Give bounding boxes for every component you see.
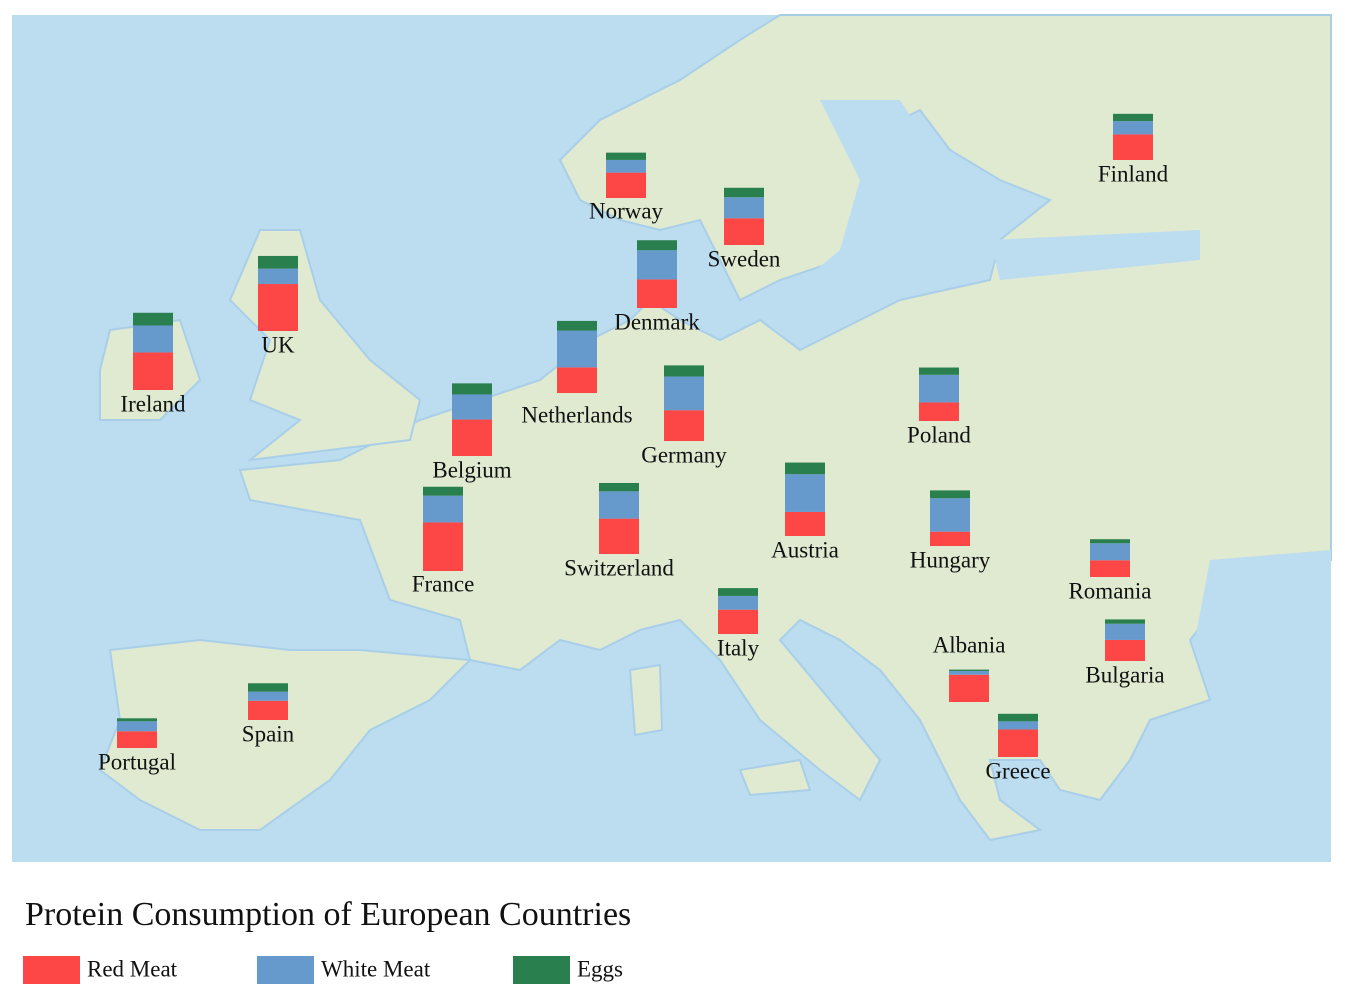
bar-segment (557, 367, 597, 393)
bar-segment (785, 474, 825, 512)
bar-segment (133, 352, 173, 390)
bar-segment (998, 729, 1038, 757)
bar-segment (133, 325, 173, 353)
country-label: Netherlands (521, 402, 632, 427)
country-label: Hungary (910, 547, 991, 572)
bar-segment (664, 410, 704, 441)
bar-segment (998, 713, 1038, 722)
bar-segment (423, 486, 463, 496)
bar-segment (930, 490, 970, 499)
bar-segment (258, 284, 298, 331)
legend-swatch (23, 956, 80, 984)
country-label: Finland (1098, 161, 1169, 186)
bar-segment (452, 419, 492, 456)
bar-segment (998, 721, 1038, 730)
bar-segment (452, 383, 492, 395)
country-label: France (412, 571, 475, 596)
bar-segment (664, 376, 704, 411)
bar-segment (949, 674, 989, 702)
bar-segment (1090, 539, 1130, 544)
country-label: Switzerland (564, 555, 674, 580)
bar-segment (919, 367, 959, 375)
country-label: Greece (985, 758, 1050, 783)
bar-segment (724, 187, 764, 198)
bar-segment (785, 462, 825, 475)
bar-segment (248, 691, 288, 701)
chart-title: Protein Consumption of European Countrie… (25, 896, 631, 933)
legend-swatch (257, 956, 314, 984)
legend-label: Eggs (577, 956, 623, 981)
country-label: Romania (1068, 578, 1151, 603)
country-label: Poland (907, 422, 971, 447)
country-label: Portugal (98, 749, 176, 774)
country-label: Austria (771, 537, 839, 562)
bar-segment (724, 197, 764, 219)
bar-segment (919, 374, 959, 403)
bar-segment (1105, 623, 1145, 640)
bar-segment (949, 670, 989, 675)
bar-segment (117, 721, 157, 732)
bar-segment (452, 394, 492, 420)
bar-segment (248, 700, 288, 720)
bar-segment (117, 718, 157, 722)
bar-segment (637, 240, 677, 251)
bar-segment (637, 250, 677, 280)
bar-segment (133, 312, 173, 326)
country-label: Albania (933, 632, 1006, 657)
bar-segment (919, 402, 959, 421)
bar-segment (606, 172, 646, 198)
bar-segment (599, 482, 639, 492)
bar-segment (557, 320, 597, 331)
bar-segment (1105, 639, 1145, 661)
bar-segment (1105, 619, 1145, 624)
bar-segment (248, 683, 288, 692)
bar-segment (1113, 134, 1153, 160)
bar-segment (724, 218, 764, 245)
bar-segment (258, 268, 298, 285)
bar-segment (1113, 121, 1153, 135)
bar-segment (1113, 113, 1153, 122)
bar-segment (606, 159, 646, 173)
bar-segment (785, 511, 825, 536)
bar-segment (557, 330, 597, 368)
country-label: Italy (717, 635, 760, 660)
bar-segment (664, 365, 704, 377)
bar-segment (930, 531, 970, 546)
country-label: Belgium (432, 457, 511, 482)
bar-segment (949, 669, 989, 671)
country-label: Ireland (120, 391, 186, 416)
bar-segment (599, 491, 639, 519)
bar-segment (718, 609, 758, 634)
inland-sea (780, 100, 1331, 720)
bar-segment (117, 731, 157, 748)
bar-segment (599, 518, 639, 554)
bar-segment (258, 255, 298, 269)
legend-swatch (513, 956, 570, 984)
bar-segment (606, 152, 646, 160)
legend-label: Red Meat (87, 956, 178, 981)
bar-segment (423, 495, 463, 523)
bar-segment (637, 279, 677, 308)
country-label: Norway (589, 198, 664, 223)
legend-label: White Meat (321, 956, 431, 981)
country-label: Germany (641, 442, 727, 467)
bar-segment (718, 595, 758, 610)
bar-segment (930, 498, 970, 532)
bar-segment (718, 588, 758, 596)
bar-segment (1090, 543, 1130, 561)
country-label: UK (261, 332, 295, 357)
bar-segment (1090, 560, 1130, 577)
bar-segment (423, 522, 463, 571)
country-label: Spain (242, 721, 295, 746)
country-label: Denmark (614, 309, 700, 334)
country-label: Bulgaria (1085, 662, 1164, 687)
country-label: Sweden (708, 246, 781, 271)
